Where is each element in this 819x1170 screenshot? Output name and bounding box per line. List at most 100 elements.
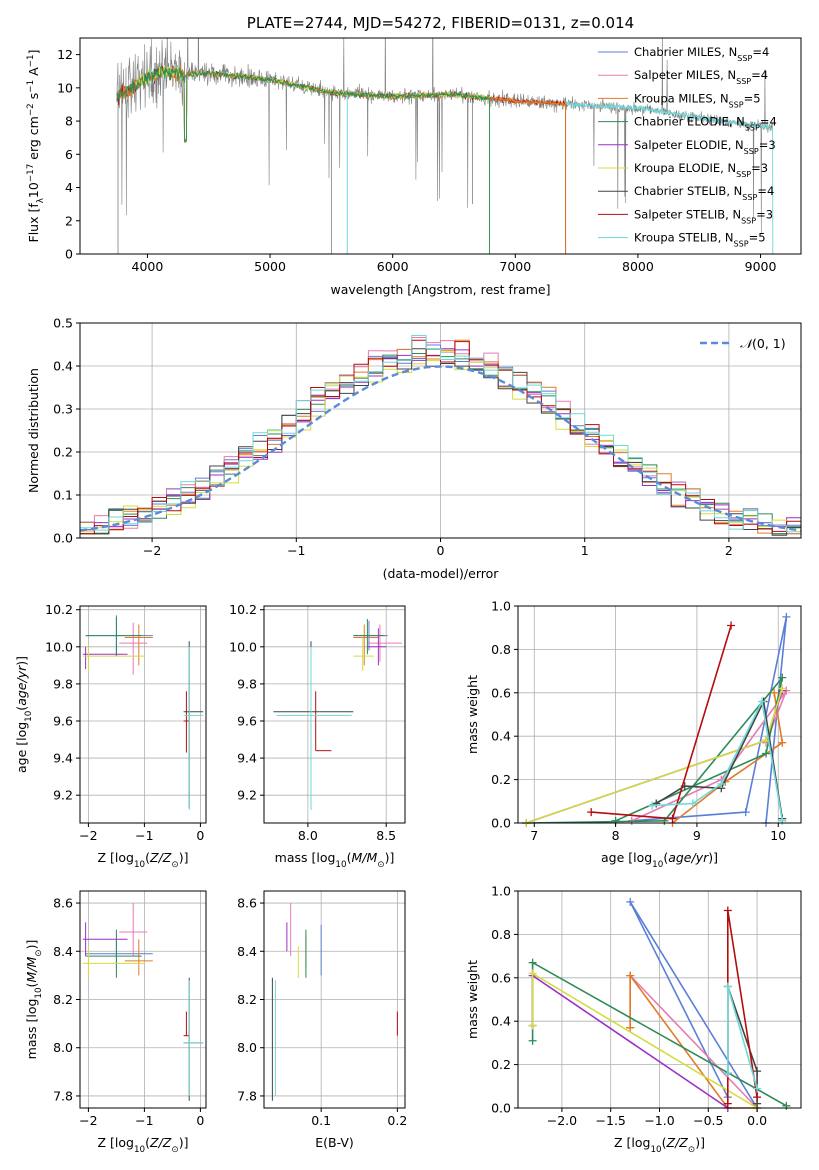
weight-marker-kroupa_elodie xyxy=(528,1021,537,1030)
x-axis-label: wavelength [Angstrom, rest frame] xyxy=(330,282,550,297)
y-tick-label: 0.6 xyxy=(491,970,511,985)
y-tick-label: 10.0 xyxy=(229,639,257,654)
weight-line-chabrier_miles xyxy=(629,901,758,1109)
y-tick-label: 10 xyxy=(57,80,73,95)
y-tick-label: 10.2 xyxy=(45,602,73,617)
weight-marker-kroupa_stelib xyxy=(648,801,657,810)
x-tick-label: −2 xyxy=(79,828,97,843)
y-tick-label: 12 xyxy=(57,47,73,62)
y-axis-label: mass weight xyxy=(465,960,480,1039)
y-tick-label: 1.0 xyxy=(491,884,511,899)
x-axis-label: mass [log10(M/M⊙)] xyxy=(275,850,395,870)
x-tick-label: −1 xyxy=(287,543,305,558)
x-tick-label: 0 xyxy=(196,1113,204,1128)
y-tick-label: 0.5 xyxy=(53,316,73,331)
y-tick-label: 8.0 xyxy=(53,1040,73,1055)
x-tick-label: 1 xyxy=(581,543,589,558)
weight-marker-salpeter_stelib xyxy=(723,1099,732,1108)
y-axis-label: age [log10(age/yr)] xyxy=(14,656,34,773)
histogram-area xyxy=(80,335,801,536)
y-tick-label: 1.0 xyxy=(491,599,511,614)
x-tick-label: 9000 xyxy=(745,259,777,274)
x-tick-label: 10 xyxy=(770,828,786,843)
x-tick-label: −2.0 xyxy=(547,1113,577,1128)
legend-entry: Kroupa ELODIE, NSSP=3 xyxy=(634,161,768,179)
weight-marker-chabrier_elodie xyxy=(528,958,537,967)
x-axis-label: (data-model)/error xyxy=(383,566,500,581)
y-tick-label: 0.2 xyxy=(491,1057,511,1072)
y-tick-label: 10.2 xyxy=(229,602,257,617)
weight-marker-salpeter_stelib xyxy=(587,808,596,817)
x-tick-label: −0.5 xyxy=(693,1113,723,1128)
y-tick-label: 0.4 xyxy=(491,729,511,744)
histogram-kroupa_miles xyxy=(80,339,801,535)
y-tick-label: 8.0 xyxy=(237,1040,257,1055)
weight-marker-kroupa_miles xyxy=(778,738,787,747)
y-tick-label: 0.6 xyxy=(491,685,511,700)
y-tick-label: 9.8 xyxy=(53,676,73,691)
x-tick-label: −1 xyxy=(135,828,153,843)
y-tick-label: 0.0 xyxy=(491,1101,511,1116)
mass-vs-Z-panel: −2 −1 0 7.8 8.0 8.2 8.4 8.6 Z [log10(Z/Z⊙)] mass … xyxy=(24,890,207,1155)
y-tick-label: 9.4 xyxy=(53,751,73,766)
x-tick-label: 8 xyxy=(612,828,620,843)
weight-marker-salpeter_stelib xyxy=(727,621,736,630)
x-tick-label: 8000 xyxy=(622,259,654,274)
weight-marker-chabrier_miles xyxy=(626,897,635,906)
y-tick-label: 9.4 xyxy=(237,751,257,766)
y-tick-label: 8.2 xyxy=(53,992,73,1007)
x-tick-label: −1 xyxy=(135,1113,153,1128)
y-tick-label: 7.8 xyxy=(237,1088,257,1103)
weight-marker-chabrier_elodie xyxy=(782,1101,791,1110)
y-tick-label: 8.4 xyxy=(53,944,73,959)
y-tick-label: 9.6 xyxy=(237,713,257,728)
mass-vs-ebv-panel: 0.1 0.2 7.8 8.0 8.2 8.4 8.6 E(B-V) xyxy=(237,890,407,1150)
y-tick-label: 0.8 xyxy=(491,927,511,942)
x-axis-label: Z [log10(Z/Z⊙)] xyxy=(614,1135,705,1155)
weight-marker-kroupa_stelib xyxy=(757,697,766,706)
weight-marker-chabrier_elodie xyxy=(528,1036,537,1045)
weight-vs-Z-panel: −2.0 −1.5 −1.0 −0.5 0.0 0.0 0.2 0.4 0.6 0.8 1.0 Z [… xyxy=(465,884,802,1155)
x-tick-label: 0.0 xyxy=(747,1113,767,1128)
y-tick-label: 0.4 xyxy=(491,1014,511,1029)
age-vs-Z-panel: −2 −1 0 9.2 9.4 9.6 9.8 10.0 10.2 Z [log10(Z/Z⊙)]… xyxy=(14,602,207,870)
weight-marker-kroupa_stelib xyxy=(717,779,726,788)
x-tick-label: 5000 xyxy=(254,259,286,274)
y-tick-label: 0.0 xyxy=(491,816,511,831)
y-tick-label: 0.1 xyxy=(53,488,73,503)
y-tick-label: 6 xyxy=(65,147,73,162)
y-tick-label: 8.2 xyxy=(237,992,257,1007)
y-tick-label: 7.8 xyxy=(53,1088,73,1103)
y-tick-label: 2 xyxy=(65,213,73,228)
y-axis-label: Normed distribution xyxy=(26,368,41,493)
weight-marker-chabrier_miles xyxy=(782,612,791,621)
histogram-salpeter_stelib xyxy=(80,339,801,536)
legend: 𝒩(0, 1) xyxy=(700,336,786,351)
x-tick-label: 0 xyxy=(196,828,204,843)
weight-marker-chabrier_elodie xyxy=(762,749,771,758)
y-tick-label: 10.0 xyxy=(45,639,73,654)
weight-line-salpeter_miles xyxy=(631,690,788,822)
weight-marker-kroupa_stelib xyxy=(723,982,732,991)
y-axis-label: Flux [fλ10−17 erg cm−2 s−1 A−1] xyxy=(26,50,46,243)
y-tick-label: 0.3 xyxy=(53,402,73,417)
x-tick-label: −1.5 xyxy=(596,1113,626,1128)
x-axis-label: Z [log10(Z/Z⊙)] xyxy=(98,850,189,870)
weight-marker-chabrier_elodie xyxy=(778,673,787,682)
x-tick-label: 7000 xyxy=(499,259,531,274)
x-tick-label: 0 xyxy=(437,543,445,558)
x-tick-label: −2 xyxy=(143,543,161,558)
y-tick-label: 0.0 xyxy=(53,531,73,546)
weight-marker-kroupa_elodie xyxy=(528,969,537,978)
legend: Chabrier MILES, NSSP=4 Salpeter MILES, NS… xyxy=(598,45,777,248)
weight-line-salpeter_miles xyxy=(629,973,758,1109)
y-tick-label: 9.2 xyxy=(237,788,257,803)
y-tick-label: 0.4 xyxy=(53,359,73,374)
y-tick-label: 0.2 xyxy=(53,445,73,460)
x-tick-label: −2 xyxy=(79,1113,97,1128)
y-tick-label: 0 xyxy=(65,247,73,262)
y-tick-label: 0.2 xyxy=(491,772,511,787)
weight-marker-chabrier_miles xyxy=(741,808,750,817)
weight-marker-salpeter_stelib xyxy=(723,906,732,915)
